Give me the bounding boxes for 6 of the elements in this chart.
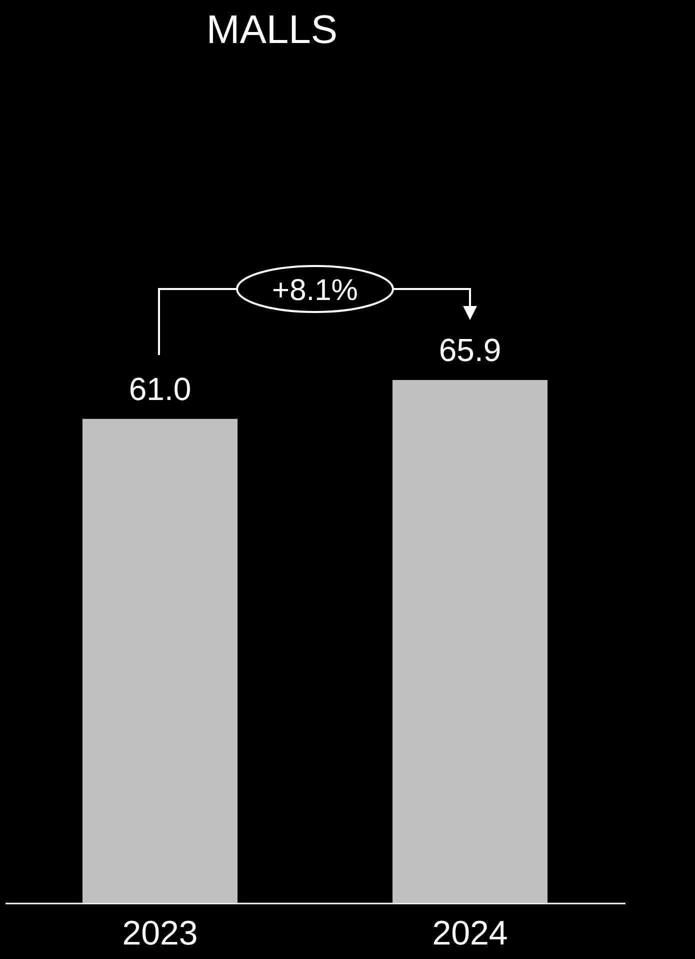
data-label: 61.0 (128, 370, 192, 407)
text: +8.1% (272, 274, 358, 307)
x-tick-label: 2023 (122, 914, 198, 952)
x-tick-label: 2024 (432, 914, 508, 952)
chart-title: MALLS (206, 8, 338, 52)
data-label: 65.9 (438, 332, 502, 368)
